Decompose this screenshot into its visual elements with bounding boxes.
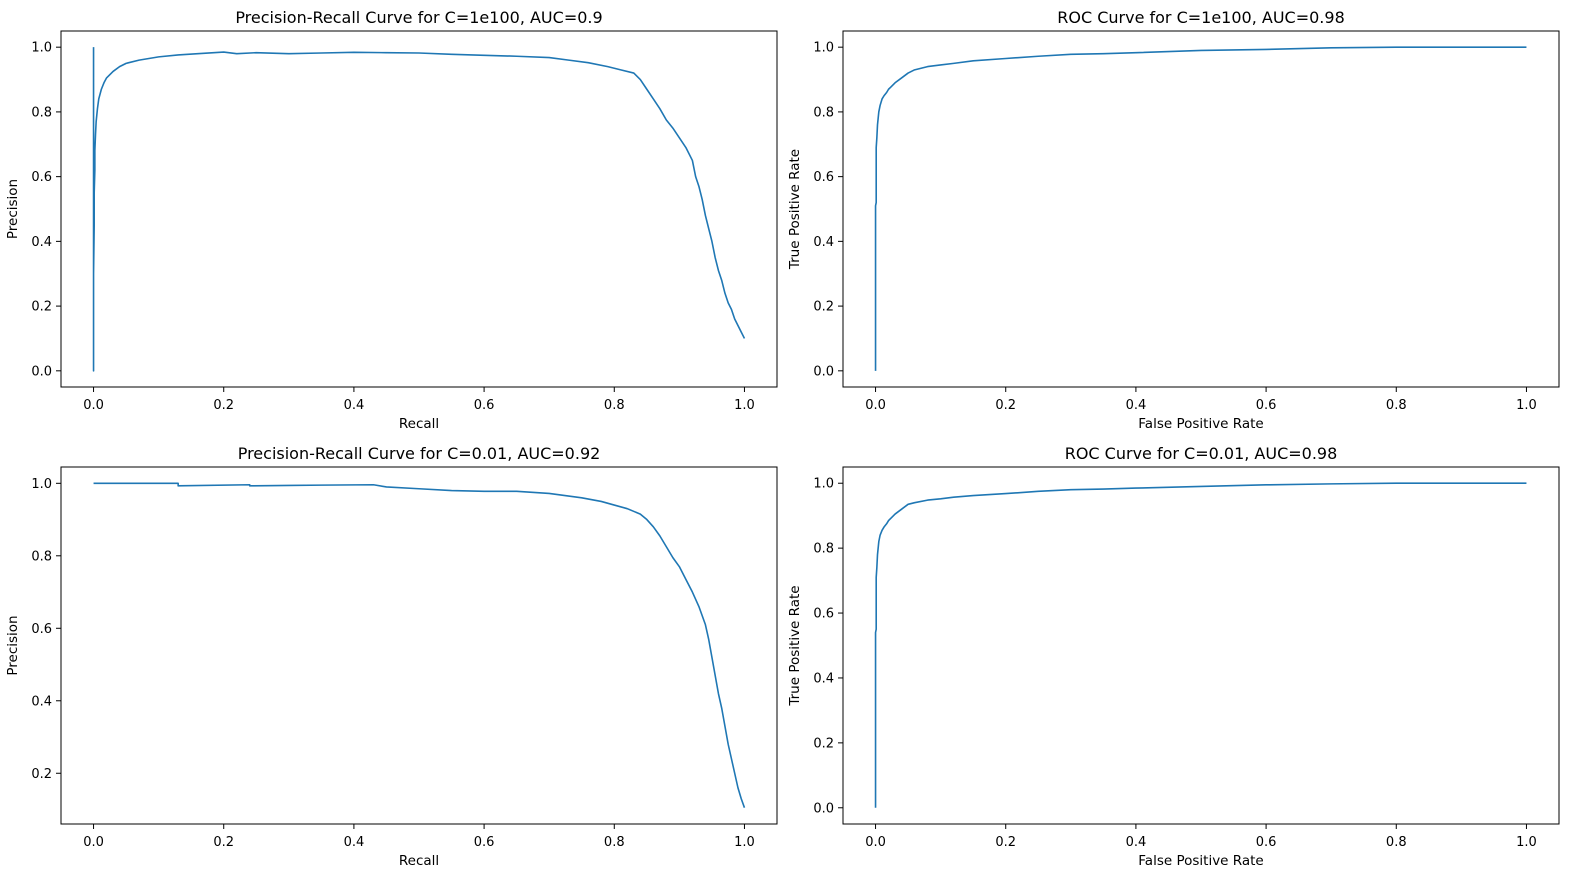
- y-tick-label: 0.2: [813, 736, 834, 751]
- x-tick-label: 0.2: [995, 398, 1016, 413]
- x-tick-label: 1.0: [1516, 835, 1537, 850]
- y-tick-label: 0.6: [813, 170, 834, 185]
- chart-title: Precision-Recall Curve for C=1e100, AUC=…: [235, 8, 602, 27]
- y-tick-label: 0.4: [813, 235, 834, 250]
- series-line: [93, 482, 746, 808]
- y-tick-label: 0.2: [31, 300, 52, 315]
- x-tick-label: 0.2: [213, 398, 234, 413]
- x-tick-label: 0.0: [865, 398, 886, 413]
- series-line: [92, 47, 746, 372]
- y-axis-label: Precision: [5, 615, 21, 675]
- y-axis-label: Precision: [5, 179, 21, 239]
- chart-panel-1: 0.0 0.2 0.4 0.6 0.8 1.0 0.0 0.2 0.4 0.6 0.8 1.0 Prec…: [5, 8, 778, 432]
- x-tick-label: 0.8: [604, 835, 625, 850]
- x-tick-label: 0.2: [213, 835, 234, 850]
- x-tick-label: 0.8: [1386, 398, 1407, 413]
- x-axis-label: Recall: [399, 853, 439, 869]
- x-tick-label: 0.0: [83, 398, 104, 413]
- y-tick-label: 0.2: [813, 300, 834, 315]
- y-tick-label: 0.4: [31, 235, 52, 250]
- chart-title: Precision-Recall Curve for C=0.01, AUC=0…: [238, 444, 601, 463]
- x-tick-label: 0.4: [344, 835, 365, 850]
- y-tick-label: 0.0: [813, 364, 834, 379]
- y-tick-label: 0.4: [31, 694, 52, 709]
- x-tick-label: 0.2: [995, 835, 1016, 850]
- plot-frame: [842, 466, 1560, 825]
- chart-panel-4: 0.0 0.2 0.4 0.6 0.8 1.0 0.0 0.2 0.4 0.6 0.8 1.0 ROC …: [787, 444, 1560, 869]
- x-tick-label: 0.4: [1126, 398, 1147, 413]
- x-tick-label: 1.0: [734, 835, 755, 850]
- y-tick-label: 0.0: [813, 801, 834, 816]
- y-tick-label: 0.8: [31, 105, 52, 120]
- chart-panel-3: 0.0 0.2 0.4 0.6 0.8 1.0 0.2 0.4 0.6 0.8 1.0 Precisi…: [5, 444, 778, 869]
- x-tick-label: 0.6: [1256, 398, 1277, 413]
- series-line: [874, 46, 1527, 371]
- y-tick-label: 0.8: [31, 549, 52, 564]
- x-axis-label: False Positive Rate: [1138, 853, 1263, 869]
- y-axis-label: True Positive Rate: [787, 149, 803, 270]
- x-tick-label: 0.6: [474, 398, 495, 413]
- plot-frame: [60, 30, 778, 388]
- y-tick-label: 0.8: [813, 105, 834, 120]
- y-axis-label: True Positive Rate: [787, 585, 803, 706]
- x-tick-label: 0.4: [344, 398, 365, 413]
- y-tick-label: 0.6: [31, 170, 52, 185]
- x-tick-label: 0.6: [1256, 835, 1277, 850]
- y-tick-label: 0.4: [813, 671, 834, 686]
- y-tick-label: 0.8: [813, 542, 834, 557]
- x-tick-label: 0.0: [865, 835, 886, 850]
- chart-title: ROC Curve for C=1e100, AUC=0.98: [1057, 8, 1345, 27]
- x-tick-label: 1.0: [734, 398, 755, 413]
- y-tick-label: 1.0: [31, 477, 52, 492]
- plot-frame: [842, 30, 1560, 388]
- y-tick-label: 1.0: [813, 477, 834, 492]
- y-tick-label: 1.0: [31, 41, 52, 56]
- y-tick-label: 1.0: [813, 41, 834, 56]
- plot-frame: [60, 466, 778, 825]
- series-line: [874, 482, 1527, 808]
- x-tick-label: 1.0: [1516, 398, 1537, 413]
- x-tick-label: 0.6: [474, 835, 495, 850]
- x-tick-label: 0.8: [1386, 835, 1407, 850]
- chart-panel-2: 0.0 0.2 0.4 0.6 0.8 1.0 0.0 0.2 0.4 0.6 0.8 1.0 ROC …: [787, 8, 1560, 432]
- y-tick-label: 0.2: [31, 767, 52, 782]
- x-tick-label: 0.0: [83, 835, 104, 850]
- y-tick-label: 0.6: [31, 622, 52, 637]
- y-tick-label: 0.6: [813, 607, 834, 622]
- x-tick-label: 0.8: [604, 398, 625, 413]
- chart-title: ROC Curve for C=0.01, AUC=0.98: [1065, 444, 1338, 463]
- x-axis-label: Recall: [399, 416, 439, 432]
- x-axis-label: False Positive Rate: [1138, 416, 1263, 432]
- x-tick-label: 0.4: [1126, 835, 1147, 850]
- y-tick-label: 0.0: [31, 364, 52, 379]
